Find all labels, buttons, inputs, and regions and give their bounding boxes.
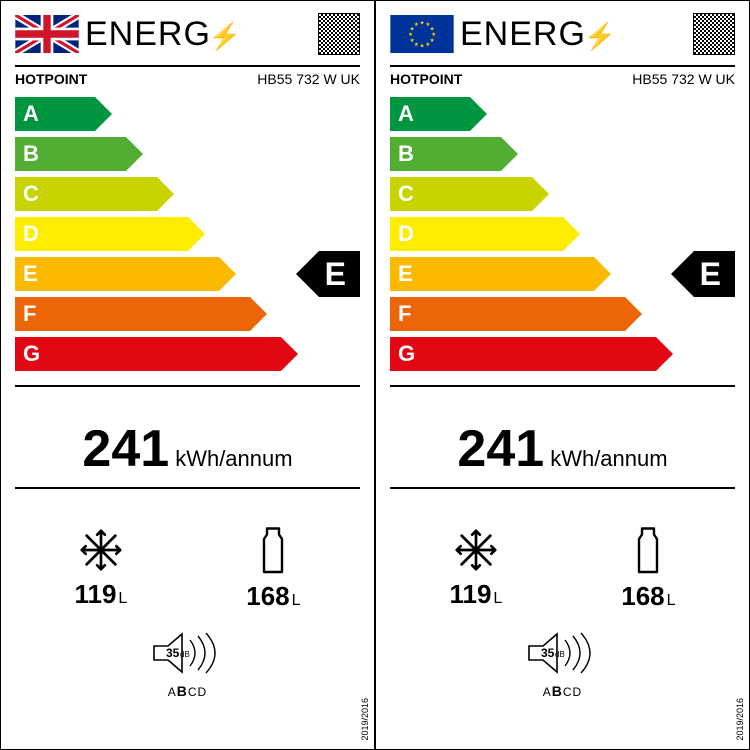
svg-text:★: ★: [425, 42, 430, 48]
rating-letter: E: [694, 251, 735, 297]
divider: [390, 385, 735, 387]
svg-text:★: ★: [414, 22, 419, 28]
svg-text:35: 35: [166, 646, 180, 660]
energy-class-arrow-e: E: [390, 257, 594, 291]
snowflake-icon: [78, 527, 124, 573]
energy-class-arrow-b: B: [15, 137, 126, 171]
snowflake-icon: [453, 527, 499, 573]
specs: 119L 168L: [390, 527, 735, 612]
label-header: ★★★★★★★★★★★★ ENERG⚡: [390, 11, 735, 57]
regulation-number: 2019/2016: [735, 698, 745, 741]
svg-text:dB: dB: [180, 650, 190, 659]
energy-label: ★★★★★★★★★★★★ ENERG⚡ HOTPOINT HB55 732 W …: [375, 0, 750, 750]
energy-label: ENERG⚡ HOTPOINT HB55 732 W UK A B C D E: [0, 0, 375, 750]
energy-class-arrow-b: B: [390, 137, 501, 171]
svg-text:★: ★: [410, 38, 415, 44]
bolt-icon: ⚡: [584, 21, 617, 51]
bottle-icon: [633, 527, 663, 575]
label-header: ENERG⚡: [15, 11, 360, 57]
energy-class-arrow-d: D: [390, 217, 563, 251]
specs: 119L 168L: [15, 527, 360, 612]
energy-class-arrow-c: C: [15, 177, 157, 211]
regulation-number: 2019/2016: [360, 698, 370, 741]
fridge-spec: 168L: [246, 527, 300, 612]
energy-class-arrow-d: D: [15, 217, 188, 251]
brand-row: HOTPOINT HB55 732 W UK: [15, 71, 360, 87]
freezer-volume: 119: [74, 579, 116, 609]
eu-flag-icon: ★★★★★★★★★★★★: [390, 15, 454, 53]
fridge-volume: 168: [621, 581, 664, 611]
energy-title: ENERG⚡: [85, 15, 312, 54]
svg-text:★: ★: [408, 32, 413, 38]
rating-arrow: E: [296, 251, 360, 297]
model-number: HB55 732 W UK: [257, 71, 360, 87]
noise-class: ABCD: [390, 683, 735, 699]
model-number: HB55 732 W UK: [632, 71, 735, 87]
divider: [15, 487, 360, 489]
consumption-value: 241: [457, 420, 544, 478]
speaker-icon: 35 dB: [523, 630, 603, 676]
consumption: 241kWh/annum: [390, 419, 735, 479]
consumption-unit: kWh/annum: [175, 446, 292, 471]
brand-name: HOTPOINT: [390, 71, 462, 87]
noise-class: ABCD: [15, 683, 360, 699]
svg-text:35: 35: [541, 646, 555, 660]
energy-class-arrow-f: F: [15, 297, 250, 331]
efficiency-scale: A B C D E F G E: [15, 97, 360, 377]
energy-class-arrow-g: G: [15, 337, 281, 371]
divider: [390, 487, 735, 489]
svg-text:★: ★: [420, 44, 425, 50]
bolt-icon: ⚡: [209, 21, 242, 51]
efficiency-scale: A B C D E F G E: [390, 97, 735, 377]
consumption: 241kWh/annum: [15, 419, 360, 479]
speaker-icon: 35 dB: [148, 630, 228, 676]
noise-spec: 35 dB ABCD: [15, 630, 360, 699]
qr-code-icon: [318, 13, 360, 55]
freezer-spec: 119L: [74, 527, 127, 612]
divider: [15, 385, 360, 387]
brand-row: HOTPOINT HB55 732 W UK: [390, 71, 735, 87]
svg-text:★: ★: [420, 21, 425, 27]
consumption-value: 241: [82, 420, 169, 478]
freezer-volume: 119: [449, 579, 491, 609]
fridge-spec: 168L: [621, 527, 675, 612]
qr-code-icon: [693, 13, 735, 55]
energy-title: ENERG⚡: [460, 15, 687, 54]
svg-text:★: ★: [414, 42, 419, 48]
energy-class-arrow-e: E: [15, 257, 219, 291]
energy-class-arrow-f: F: [390, 297, 625, 331]
divider: [15, 65, 360, 67]
energy-class-arrow-a: A: [15, 97, 95, 131]
energy-class-arrow-c: C: [390, 177, 532, 211]
rating-arrow: E: [671, 251, 735, 297]
consumption-unit: kWh/annum: [550, 446, 667, 471]
uk-flag-icon: [15, 15, 79, 53]
energy-class-arrow-a: A: [390, 97, 470, 131]
energy-class-arrow-g: G: [390, 337, 656, 371]
svg-text:dB: dB: [555, 650, 565, 659]
rating-letter: E: [319, 251, 360, 297]
brand-name: HOTPOINT: [15, 71, 87, 87]
bottle-icon: [258, 527, 288, 575]
noise-spec: 35 dB ABCD: [390, 630, 735, 699]
svg-text:★: ★: [430, 38, 435, 44]
divider: [390, 65, 735, 67]
freezer-spec: 119L: [449, 527, 502, 612]
fridge-volume: 168: [246, 581, 289, 611]
